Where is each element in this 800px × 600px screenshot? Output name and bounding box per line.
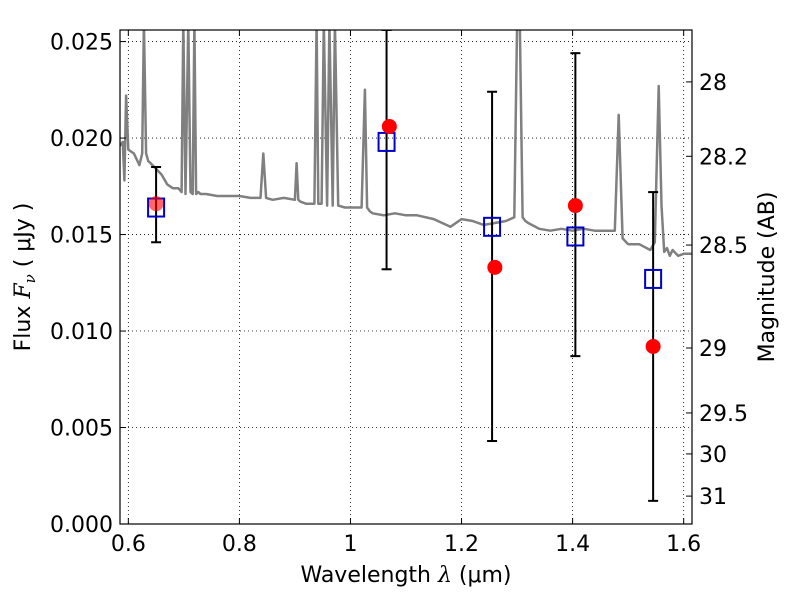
model-square-marker	[483, 216, 502, 237]
observed-circle-marker	[381, 118, 397, 134]
x-tick-label: 0.6	[111, 532, 146, 557]
y-tick-label: 0.020	[50, 127, 113, 152]
y-tick-label: 0.025	[50, 31, 113, 56]
y2-tick-label: 29	[699, 337, 727, 362]
x-tick-label: 1.4	[555, 532, 590, 557]
x-tick-label: 0.8	[222, 532, 257, 557]
spectrum-layer	[120, 30, 692, 258]
axis-ticks	[120, 30, 692, 525]
x-axis-label-symbol: λ	[437, 563, 452, 588]
x-tick-label: 1	[343, 532, 357, 557]
y2-tick-label: 28	[699, 71, 727, 96]
observed-circle-marker	[148, 196, 164, 212]
y2-tick-label: 31	[699, 485, 727, 510]
y2-tick-label: 28.2	[699, 145, 748, 170]
plot-frame	[119, 29, 693, 525]
y-axis-label-prefix: Flux	[11, 299, 36, 352]
x-axis-label-prefix: Wavelength	[300, 563, 438, 588]
observed-circle-marker	[567, 198, 583, 214]
x-tick-label: 1.2	[444, 532, 479, 557]
axis-labels: 0.6 0.8 1 1.2 1.4 1.6 0.000 0.005 0.010 0.015 0.02…	[50, 31, 748, 557]
observed-circle-marker	[645, 338, 661, 354]
y-tick-label: 0.015	[50, 224, 113, 249]
y2-tick-label: 29.5	[699, 402, 748, 427]
y2-axis-label: Magnitude (AB)	[755, 192, 780, 363]
model-square-marker	[644, 268, 663, 289]
x-axis-label-suffix: (μm)	[452, 563, 512, 588]
x-axis-label: Wavelength λ (μm)	[300, 563, 511, 588]
x-tick-label: 1.6	[666, 532, 701, 557]
model-square-marker	[566, 226, 585, 247]
y-axis-label-subscript: ν	[21, 274, 39, 283]
marker-layer	[147, 118, 663, 354]
observed-circle-marker	[487, 259, 503, 275]
y-axis-label: Flux Fν ( μJy )	[11, 203, 39, 352]
y-tick-label: 0.005	[50, 417, 113, 442]
y-tick-label: 0.000	[50, 513, 113, 538]
y-tick-label: 0.010	[50, 320, 113, 345]
y-axis-label-symbol: F	[11, 283, 36, 300]
y2-tick-label: 28.5	[699, 234, 748, 259]
y2-tick-label: 30	[699, 443, 727, 468]
y-axis-label-suffix: ( μJy )	[11, 203, 36, 275]
model-spectrum-line	[120, 30, 692, 258]
